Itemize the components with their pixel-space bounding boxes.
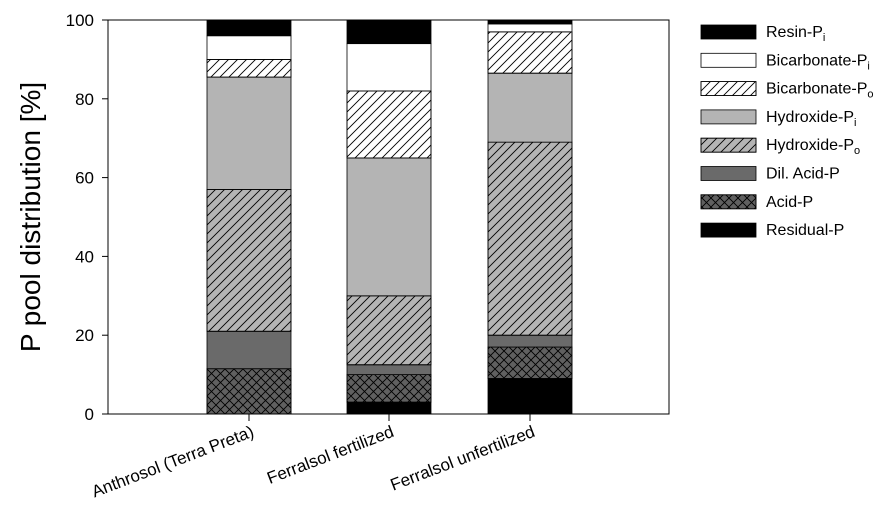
bar-segment-pattern (487, 31, 573, 74)
bar-segment-pattern (487, 346, 573, 379)
bar-segment (346, 19, 432, 45)
bar-segment-pattern (206, 59, 292, 78)
legend-swatch (700, 166, 757, 181)
legend-swatch-pattern (700, 137, 757, 153)
legend-swatch-pattern (700, 81, 757, 96)
bar-segment-pattern (346, 90, 432, 159)
y-tick-label: 80 (75, 90, 94, 109)
bar-segment-pattern (487, 141, 573, 336)
bar-segment-pattern (206, 189, 292, 332)
legend-label: Bicarbonate-Po (766, 81, 874, 101)
axes (102, 19, 531, 421)
legend-item: Residual-P (700, 222, 844, 239)
bar-segment (487, 72, 573, 143)
x-tick-label: Anthrosol (Terra Preta) (89, 422, 256, 501)
legend-label: Resin-Pi (766, 24, 825, 44)
legend-swatch (700, 222, 757, 238)
bar-segment-pattern (206, 368, 292, 415)
y-tick-label: 40 (75, 247, 94, 266)
bar-segment (487, 378, 573, 415)
legend-swatch (700, 109, 757, 125)
bar-segment (346, 364, 432, 376)
bar-segment (346, 401, 432, 415)
legend-label: Hydroxide-Pi (766, 109, 856, 129)
bar-segment (346, 43, 432, 92)
y-tick-label: 20 (75, 326, 94, 345)
x-tick-label: Ferralsol fertilized (264, 422, 396, 488)
bar-segment (206, 330, 292, 370)
legend-item: Bicarbonate-Po (700, 81, 874, 101)
legend-item: Resin-Pi (700, 24, 825, 44)
legend: Resin-Pi Bicarbonate-Pi Bicarbonate-Po Hydr… (700, 24, 874, 239)
bar-segment (206, 76, 292, 190)
y-tick-label: 0 (85, 405, 94, 424)
y-axis-label: P pool distribution [%] (15, 82, 46, 352)
bar-segment (487, 334, 573, 348)
plot-frame (107, 19, 670, 415)
x-tick-label: Ferralsol unfertilized (388, 422, 538, 495)
bar-segment-pattern (346, 374, 432, 403)
legend-swatch (700, 24, 757, 40)
plot-border (107, 19, 670, 415)
y-tick-label: 100 (66, 11, 94, 30)
legend-label: Dil. Acid-P (766, 166, 840, 183)
legend-label: Residual-P (766, 222, 844, 239)
legend-item: Dil. Acid-P (700, 166, 840, 183)
legend-label: Bicarbonate-Pi (766, 52, 870, 72)
bars (206, 19, 573, 415)
legend-label: Hydroxide-Po (766, 137, 860, 157)
bar-segment (206, 35, 292, 60)
bar-segment (487, 23, 573, 33)
legend-item: Acid-P (700, 194, 813, 211)
legend-swatch-pattern (700, 194, 757, 210)
legend-label: Acid-P (766, 194, 813, 211)
y-tick-label: 60 (75, 169, 94, 188)
legend-item: Hydroxide-Po (700, 137, 860, 157)
bar-segment-pattern (346, 295, 432, 366)
legend-swatch (700, 52, 757, 68)
bar-segment (487, 19, 573, 25)
bar-segment (206, 19, 292, 37)
bar-segment (346, 157, 432, 297)
legend-item: Hydroxide-Pi (700, 109, 856, 129)
legend-item: Bicarbonate-Pi (700, 52, 870, 72)
